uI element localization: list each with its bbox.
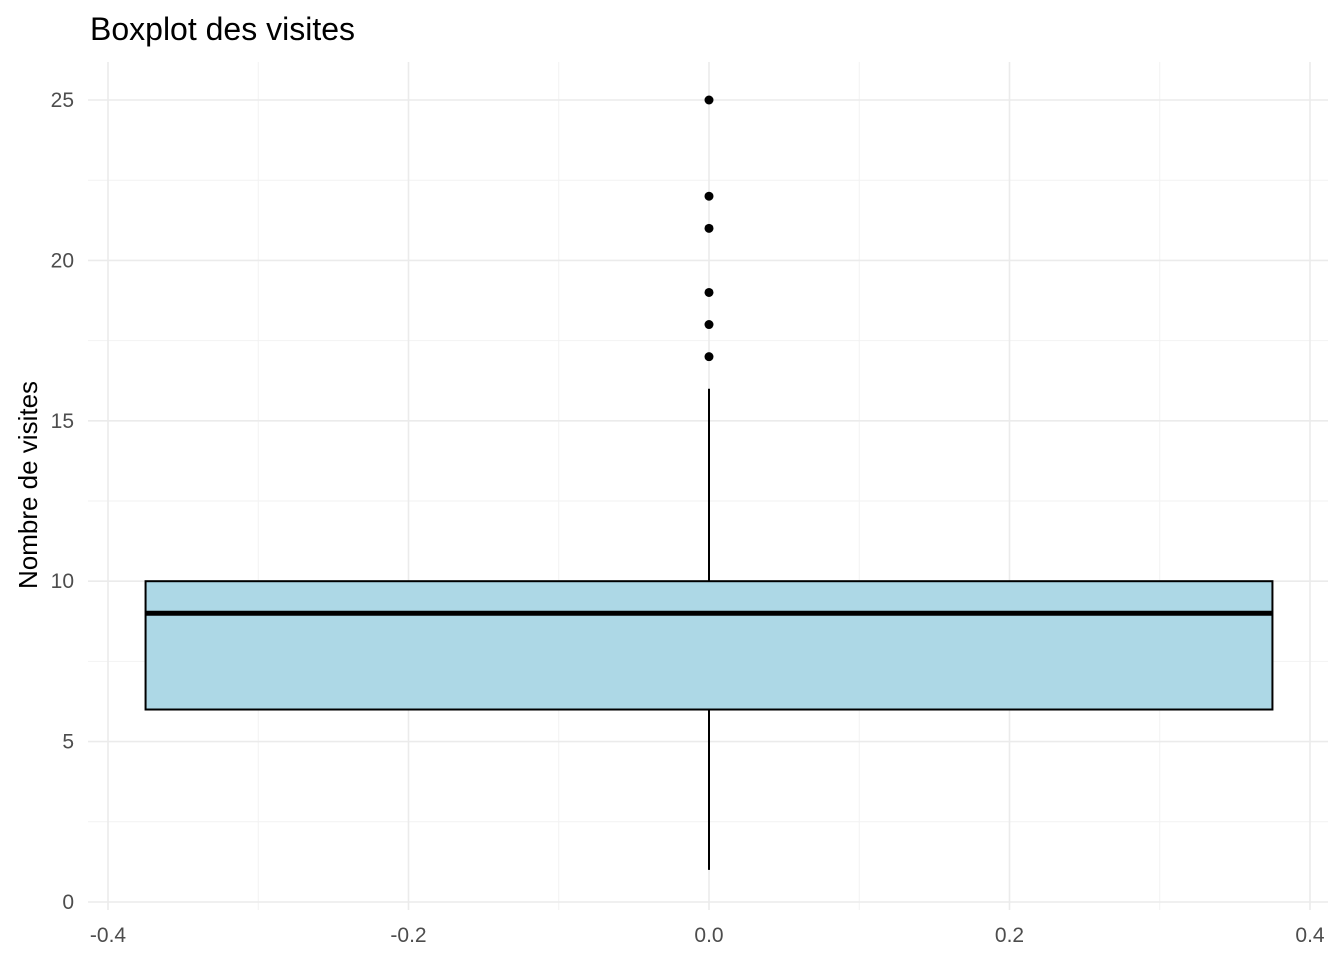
box-marks xyxy=(144,95,1274,870)
outlier-point xyxy=(704,320,714,330)
y-tick-label: 25 xyxy=(51,89,74,112)
y-tick-label: 5 xyxy=(62,731,74,754)
outlier-point xyxy=(704,223,714,233)
box-iqr xyxy=(144,580,1274,711)
outlier-point xyxy=(704,352,714,362)
y-axis-label: Nombre de visites xyxy=(13,381,43,589)
y-tick-label: 10 xyxy=(51,570,74,593)
x-tick-label: 0.2 xyxy=(995,924,1024,947)
y-tick-label: 0 xyxy=(62,891,74,914)
x-tick-label: -0.4 xyxy=(90,924,127,947)
y-tick-label: 20 xyxy=(51,249,74,272)
outlier-point xyxy=(704,95,714,105)
outlier-point xyxy=(704,191,714,201)
x-tick-label: -0.2 xyxy=(390,924,426,947)
y-tick-labels: 0 5 10 15 20 25 xyxy=(51,89,74,914)
outlier-point xyxy=(704,287,714,297)
chart-title: Boxplot des visites xyxy=(90,11,355,47)
x-tick-labels: -0.4 -0.2 0.0 0.2 0.4 xyxy=(90,924,1325,947)
y-tick-label: 15 xyxy=(51,410,74,433)
x-tick-label: 0.4 xyxy=(1295,924,1325,947)
x-tick-label: 0.0 xyxy=(694,924,723,947)
